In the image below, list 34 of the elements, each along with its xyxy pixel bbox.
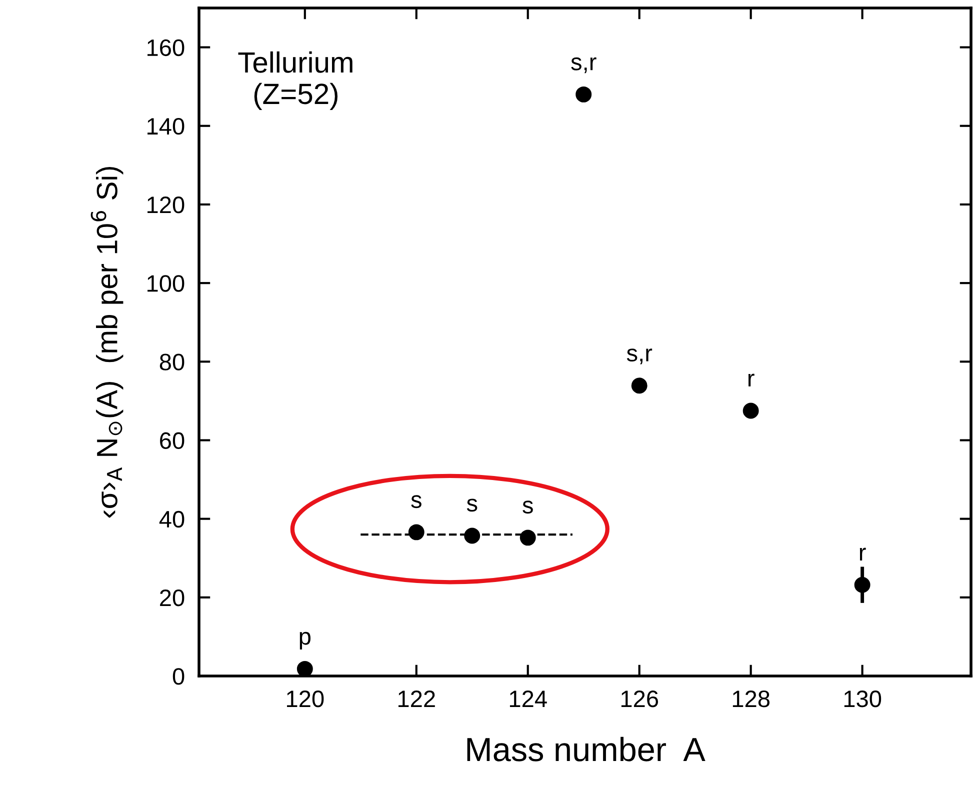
data-label: s [411,495,422,508]
point [464,528,480,544]
y-tick-label: 0 [172,668,184,685]
y-tick-label: 60 [160,432,184,450]
x-tick-label: 122 [398,690,435,707]
point [631,378,648,394]
data-label: s,r [571,57,596,74]
y-tick-label: 40 [159,510,184,528]
x-tick-label: 124 [510,690,547,707]
data-label: r [860,548,866,560]
x-tick-label: 126 [621,690,658,708]
point [408,524,424,540]
y-tick-label: 160 [148,39,184,56]
y-tick-label: 100 [148,275,184,292]
y-tick-label: 120 [148,196,184,214]
data-label: r [748,374,754,386]
y-tick-label: 80 [160,354,184,370]
point [742,402,759,419]
x-tick-label: 130 [844,690,882,708]
data-label: p [300,632,310,650]
point [520,530,536,546]
point [296,660,313,676]
x-axis-title: Mass number A [467,736,706,762]
y-tick-label: 140 [148,118,184,135]
data-label: s [466,498,478,512]
annotation: Tellurium (Z=52) [238,51,352,110]
y-tick-label: 20 [160,589,184,606]
y-axis-title: ‹σ›$_{A}$ N$_{⊙}$(A) (mb per 10$^{6}$ Si) [90,166,124,518]
x-tick-label: 128 [732,690,770,708]
data-label: s,r [626,348,652,364]
x-tick-label: 120 [287,690,324,708]
point [576,86,592,102]
data-label: s [522,500,533,514]
point [854,576,870,593]
